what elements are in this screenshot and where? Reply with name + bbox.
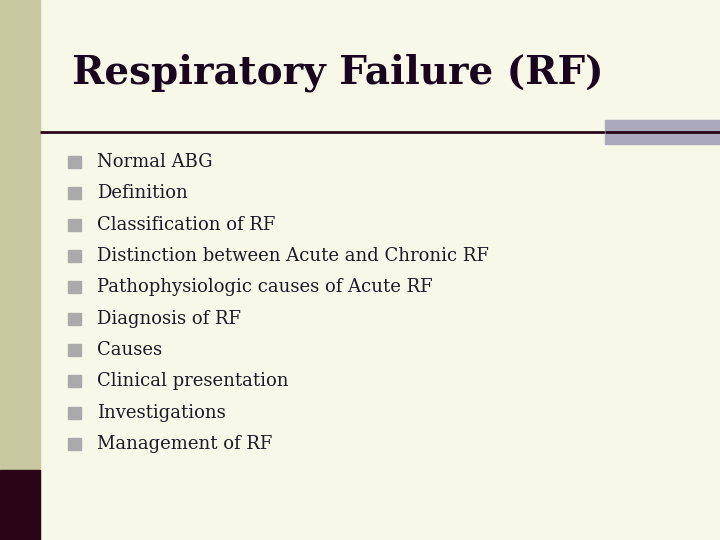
- Text: Diagnosis of RF: Diagnosis of RF: [97, 309, 241, 328]
- Text: Management of RF: Management of RF: [97, 435, 273, 453]
- Text: Investigations: Investigations: [97, 403, 226, 422]
- Text: Normal ABG: Normal ABG: [97, 153, 212, 171]
- Text: Classification of RF: Classification of RF: [97, 215, 276, 234]
- Text: Causes: Causes: [97, 341, 162, 359]
- Bar: [0, 0, 40, 540]
- Bar: [0, 470, 40, 540]
- Bar: [68, 156, 81, 168]
- Bar: [68, 407, 81, 418]
- Text: Distinction between Acute and Chronic RF: Distinction between Acute and Chronic RF: [97, 247, 489, 265]
- Bar: [68, 438, 81, 450]
- Text: Definition: Definition: [97, 184, 188, 202]
- Bar: [68, 344, 81, 356]
- Bar: [68, 313, 81, 325]
- Bar: [68, 250, 81, 262]
- Text: Pathophysiologic causes of Acute RF: Pathophysiologic causes of Acute RF: [97, 278, 433, 296]
- Bar: [68, 219, 81, 231]
- Text: Respiratory Failure (RF): Respiratory Failure (RF): [72, 54, 603, 92]
- Bar: [68, 375, 81, 387]
- Bar: [68, 281, 81, 293]
- Text: Clinical presentation: Clinical presentation: [97, 372, 289, 390]
- Bar: [605, 120, 720, 144]
- Bar: [68, 187, 81, 199]
